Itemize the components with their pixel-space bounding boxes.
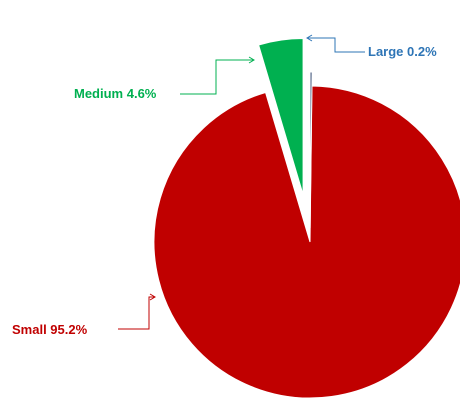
- pie-callouts: [118, 34, 365, 330]
- callout-line-large: [307, 37, 365, 53]
- callout-line-small: [118, 296, 155, 330]
- slice-large: [309, 71, 313, 229]
- callout-arrow-large: [306, 34, 313, 42]
- callout-arrow-medium: [248, 56, 255, 64]
- slice-small: [153, 85, 460, 399]
- label-small: Small 95.2%: [12, 322, 88, 337]
- pie-slices: [153, 38, 460, 399]
- callout-line-medium: [180, 59, 254, 95]
- label-medium: Medium 4.6%: [74, 86, 157, 101]
- callout-arrow-small: [149, 293, 156, 301]
- slice-medium: [258, 38, 304, 195]
- label-large: Large 0.2%: [368, 44, 437, 59]
- pie-labels: Small 95.2% Medium 4.6% Large 0.2%: [12, 44, 437, 337]
